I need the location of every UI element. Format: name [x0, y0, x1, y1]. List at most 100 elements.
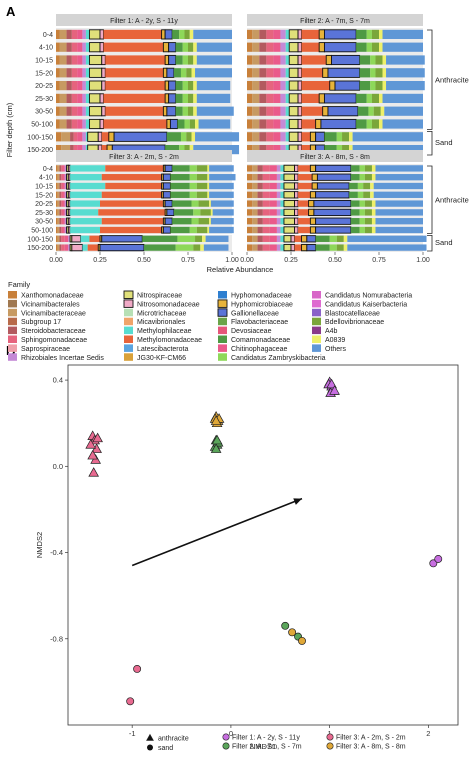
bar-segment [88, 118, 101, 130]
bar-segment [266, 29, 274, 40]
bar-segment [77, 132, 83, 142]
legend-filter-swatch [326, 733, 334, 741]
bar-segment [262, 209, 270, 216]
bar-segment [316, 182, 350, 190]
bar-segment [343, 244, 348, 251]
legend-swatch [8, 299, 17, 308]
point-triangle [329, 385, 340, 395]
anthracite-bracket [427, 165, 433, 234]
bar-segment [56, 55, 60, 65]
legend-label: A0839 [325, 337, 345, 344]
bar-segment [161, 29, 166, 40]
bar-segment [309, 191, 317, 199]
series-filter1 [323, 376, 443, 568]
bar-segment [252, 132, 260, 142]
bar-segment [259, 144, 267, 155]
bar-segment [273, 55, 281, 65]
bar-segment [252, 235, 258, 242]
bar-segment [364, 226, 372, 234]
bar-segment [350, 226, 360, 234]
bar-segment [301, 235, 308, 243]
bar-segment [276, 200, 281, 207]
bar-segment [356, 119, 367, 129]
bar-segment [324, 144, 337, 155]
legend-swatch [8, 291, 17, 299]
bar-segment [386, 55, 425, 65]
bar-segment [61, 182, 64, 190]
bar-segment [301, 132, 311, 142]
bar-segment [294, 217, 299, 225]
bar-segment [375, 165, 423, 172]
bar-segment [350, 218, 360, 225]
bar-segment [375, 209, 423, 216]
bar-segment [59, 226, 62, 234]
bar-segment [359, 209, 365, 216]
bar-segment [182, 55, 188, 65]
bar-segment [359, 55, 371, 65]
bar-segment [315, 226, 352, 234]
bar-segment [175, 55, 183, 65]
bar-segment [280, 119, 286, 129]
depth-tick-label: 30-50 [35, 219, 53, 226]
bar-segment [198, 200, 210, 207]
bar-segment [285, 42, 290, 52]
legend-label: Blastocatellaceae [325, 310, 380, 317]
bar-segment [207, 174, 210, 181]
bar-segment [189, 144, 194, 155]
bar-segment [247, 119, 253, 129]
bar-segment [298, 174, 313, 181]
bar-segment [276, 235, 281, 242]
legend-label: Comamonadaceae [231, 337, 290, 344]
bar-segment [64, 200, 67, 207]
panel-a-stacked-bars: Filter 1: A - 2y, S - 11y0-44-1010-1515-… [5, 14, 469, 274]
bar-segment [175, 244, 194, 251]
bar-segment [85, 106, 90, 116]
bar-segment [59, 244, 62, 251]
legend-swatch [217, 299, 228, 308]
bar-segment [288, 131, 299, 142]
depth-tick-label: 4-10 [39, 175, 53, 182]
bar-segment [366, 29, 372, 40]
bar-segment [311, 182, 318, 190]
legend-filter-label: Filter 3: A - 2m, S - 2m [336, 735, 406, 742]
panel-b-legend: anthracite sand Filter 1: A - 2y, S - 11y F… [146, 733, 406, 752]
bar-segment [315, 235, 330, 242]
bar-segment [371, 119, 379, 129]
bar-segment [103, 93, 166, 104]
bar-segment [280, 80, 286, 91]
bar-segment [70, 144, 74, 155]
bar-segment [366, 42, 372, 52]
bar-segment [294, 226, 299, 234]
bar-segment [108, 131, 115, 142]
bar-segment [202, 235, 206, 242]
bar-segment [266, 119, 274, 129]
point-circle [298, 636, 306, 645]
bar-segment [70, 182, 106, 190]
bar-segment [252, 55, 260, 65]
bar-segment [269, 235, 277, 242]
bar-segment [247, 55, 253, 65]
vector-arrow [131, 497, 303, 567]
bar-segment [188, 55, 194, 65]
bar-segment [359, 68, 371, 78]
bar-segment [315, 118, 322, 130]
bar-segment [200, 244, 204, 251]
bar-segment [162, 226, 171, 234]
bar-segment [164, 80, 170, 91]
bar-segment [288, 80, 299, 91]
bar-segment [170, 191, 190, 198]
bar-segment [209, 182, 234, 190]
bar-segment [85, 80, 90, 91]
bar-segment [162, 106, 168, 117]
bar-segment [61, 244, 65, 251]
bar-segment [269, 182, 277, 190]
scatter-frame [67, 364, 459, 726]
bar-segment [370, 191, 374, 198]
facet-3: Filter 3: A - 2m, S - 2m 0-4 4-10 10-1515-2… [27, 150, 239, 264]
legend-swatch [123, 299, 134, 308]
legend-swatch [217, 308, 228, 317]
bar-segment [101, 80, 106, 91]
bar-segment [180, 132, 187, 142]
bar-segment [66, 119, 72, 129]
bar-segment [276, 218, 281, 225]
